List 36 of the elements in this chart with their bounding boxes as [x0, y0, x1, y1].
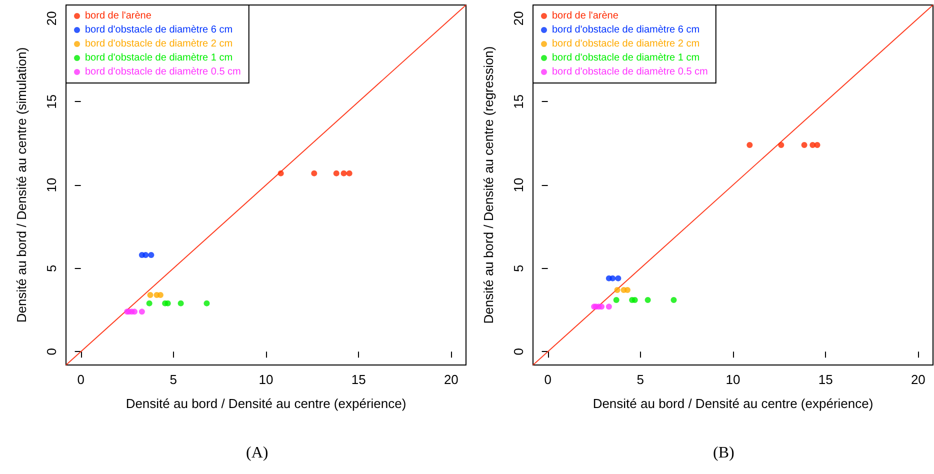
x-tick-label: 0: [544, 372, 552, 387]
y-tick-label: 15: [44, 94, 59, 109]
y-tick-label: 20: [44, 11, 59, 26]
y-tick-label: 15: [511, 94, 526, 109]
x-tick-label: 5: [170, 372, 178, 387]
text: (B): [713, 444, 734, 462]
x-tick-label: 0: [77, 372, 84, 387]
y-tick-label: 20: [511, 11, 526, 26]
y-tick-label: 5: [44, 264, 59, 272]
y-tick-label: 5: [511, 264, 526, 272]
x-tick-label: 5: [636, 372, 644, 387]
x-tick-label: 10: [258, 372, 274, 387]
legend-label: bord de l'arène: [552, 10, 619, 22]
x-axis-title: Densité au bord / Densité au centre (expérience): [126, 396, 406, 411]
y-tick-label: 0: [44, 348, 59, 356]
x-axis-title: Densité au bord / Densité au centre (expérience): [592, 396, 874, 411]
legend-label: bord d'obstacle de diamètre 6 cm: [85, 24, 233, 36]
x-tick-label: 20: [910, 372, 926, 387]
y-axis-title: Densité au bord / Densité au centre (simulation): [14, 47, 29, 323]
y-tick-label: 10: [511, 178, 526, 192]
y-tick-label: 10: [44, 178, 59, 192]
legend-label: bord d'obstacle de diamètre 0.5 cm: [552, 66, 708, 78]
legend-label: bord d'obstacle de diamètre 0.5 cm: [85, 66, 241, 78]
legend-label: bord d'obstacle de diamètre 1 cm: [85, 52, 233, 64]
x-tick-label: 15: [351, 372, 366, 387]
x-tick-label: 20: [444, 372, 458, 387]
legend-label: bord de l'arène: [85, 10, 152, 22]
legend-label: bord d'obstacle de diamètre 2 cm: [552, 38, 700, 50]
text: (A): [246, 444, 268, 462]
legend-label: bord d'obstacle de diamètre 1 cm: [552, 52, 700, 64]
y-axis-title: Densité au bord / Densité au centre (regression): [481, 46, 496, 324]
x-tick-label: 10: [726, 372, 740, 387]
legend-label: bord d'obstacle de diamètre 2 cm: [85, 38, 233, 50]
x-tick-label: 15: [818, 372, 833, 387]
y-tick-label: 0: [511, 348, 526, 356]
legend-label: bord d'obstacle de diamètre 6 cm: [552, 24, 700, 36]
